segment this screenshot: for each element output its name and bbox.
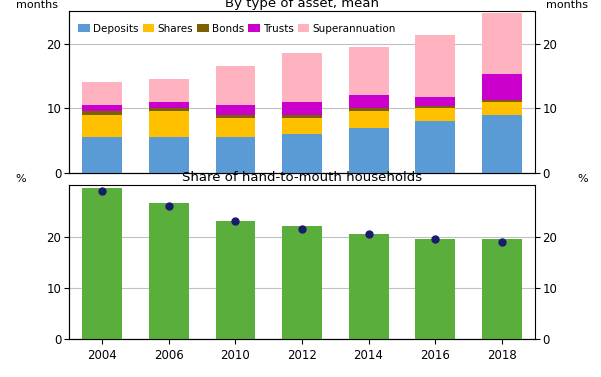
Bar bbox=[149, 79, 189, 102]
Bar bbox=[415, 35, 455, 97]
Bar bbox=[282, 102, 322, 115]
Bar bbox=[349, 127, 388, 173]
Bar bbox=[149, 108, 189, 112]
Text: %: % bbox=[16, 174, 26, 184]
Title: By type of asset, mean: By type of asset, mean bbox=[225, 0, 379, 10]
Bar bbox=[149, 112, 189, 137]
Bar bbox=[82, 137, 123, 173]
Bar bbox=[82, 83, 123, 105]
Bar bbox=[82, 188, 123, 339]
Bar bbox=[149, 137, 189, 173]
Bar bbox=[216, 66, 255, 105]
Bar bbox=[415, 108, 455, 121]
Bar bbox=[216, 221, 255, 339]
Bar bbox=[82, 112, 123, 115]
Bar bbox=[481, 239, 522, 339]
Bar bbox=[415, 121, 455, 173]
Bar bbox=[282, 53, 322, 102]
Bar bbox=[216, 137, 255, 173]
Bar bbox=[149, 204, 189, 339]
Bar bbox=[481, 115, 522, 173]
Text: %: % bbox=[578, 174, 588, 184]
Bar bbox=[349, 47, 388, 95]
Bar bbox=[481, 12, 522, 74]
Bar bbox=[415, 106, 455, 108]
Text: months: months bbox=[16, 0, 58, 10]
Bar bbox=[82, 105, 123, 112]
Bar bbox=[82, 115, 123, 137]
Bar bbox=[481, 74, 522, 100]
Text: months: months bbox=[546, 0, 588, 10]
Bar bbox=[349, 112, 388, 127]
Title: Share of hand-to-mouth households: Share of hand-to-mouth households bbox=[182, 171, 422, 184]
Bar bbox=[349, 95, 388, 108]
Bar bbox=[216, 118, 255, 137]
Bar bbox=[282, 118, 322, 134]
Bar bbox=[349, 108, 388, 112]
Bar bbox=[216, 115, 255, 118]
Bar bbox=[282, 227, 322, 339]
Bar bbox=[415, 97, 455, 106]
Bar bbox=[481, 102, 522, 115]
Bar bbox=[282, 134, 322, 173]
Bar bbox=[216, 105, 255, 115]
Bar bbox=[149, 102, 189, 108]
Bar bbox=[481, 100, 522, 102]
Bar bbox=[349, 234, 388, 339]
Legend: Deposits, Shares, Bonds, Trusts, Superannuation: Deposits, Shares, Bonds, Trusts, Superan… bbox=[75, 20, 400, 38]
Bar bbox=[415, 239, 455, 339]
Bar bbox=[282, 115, 322, 118]
